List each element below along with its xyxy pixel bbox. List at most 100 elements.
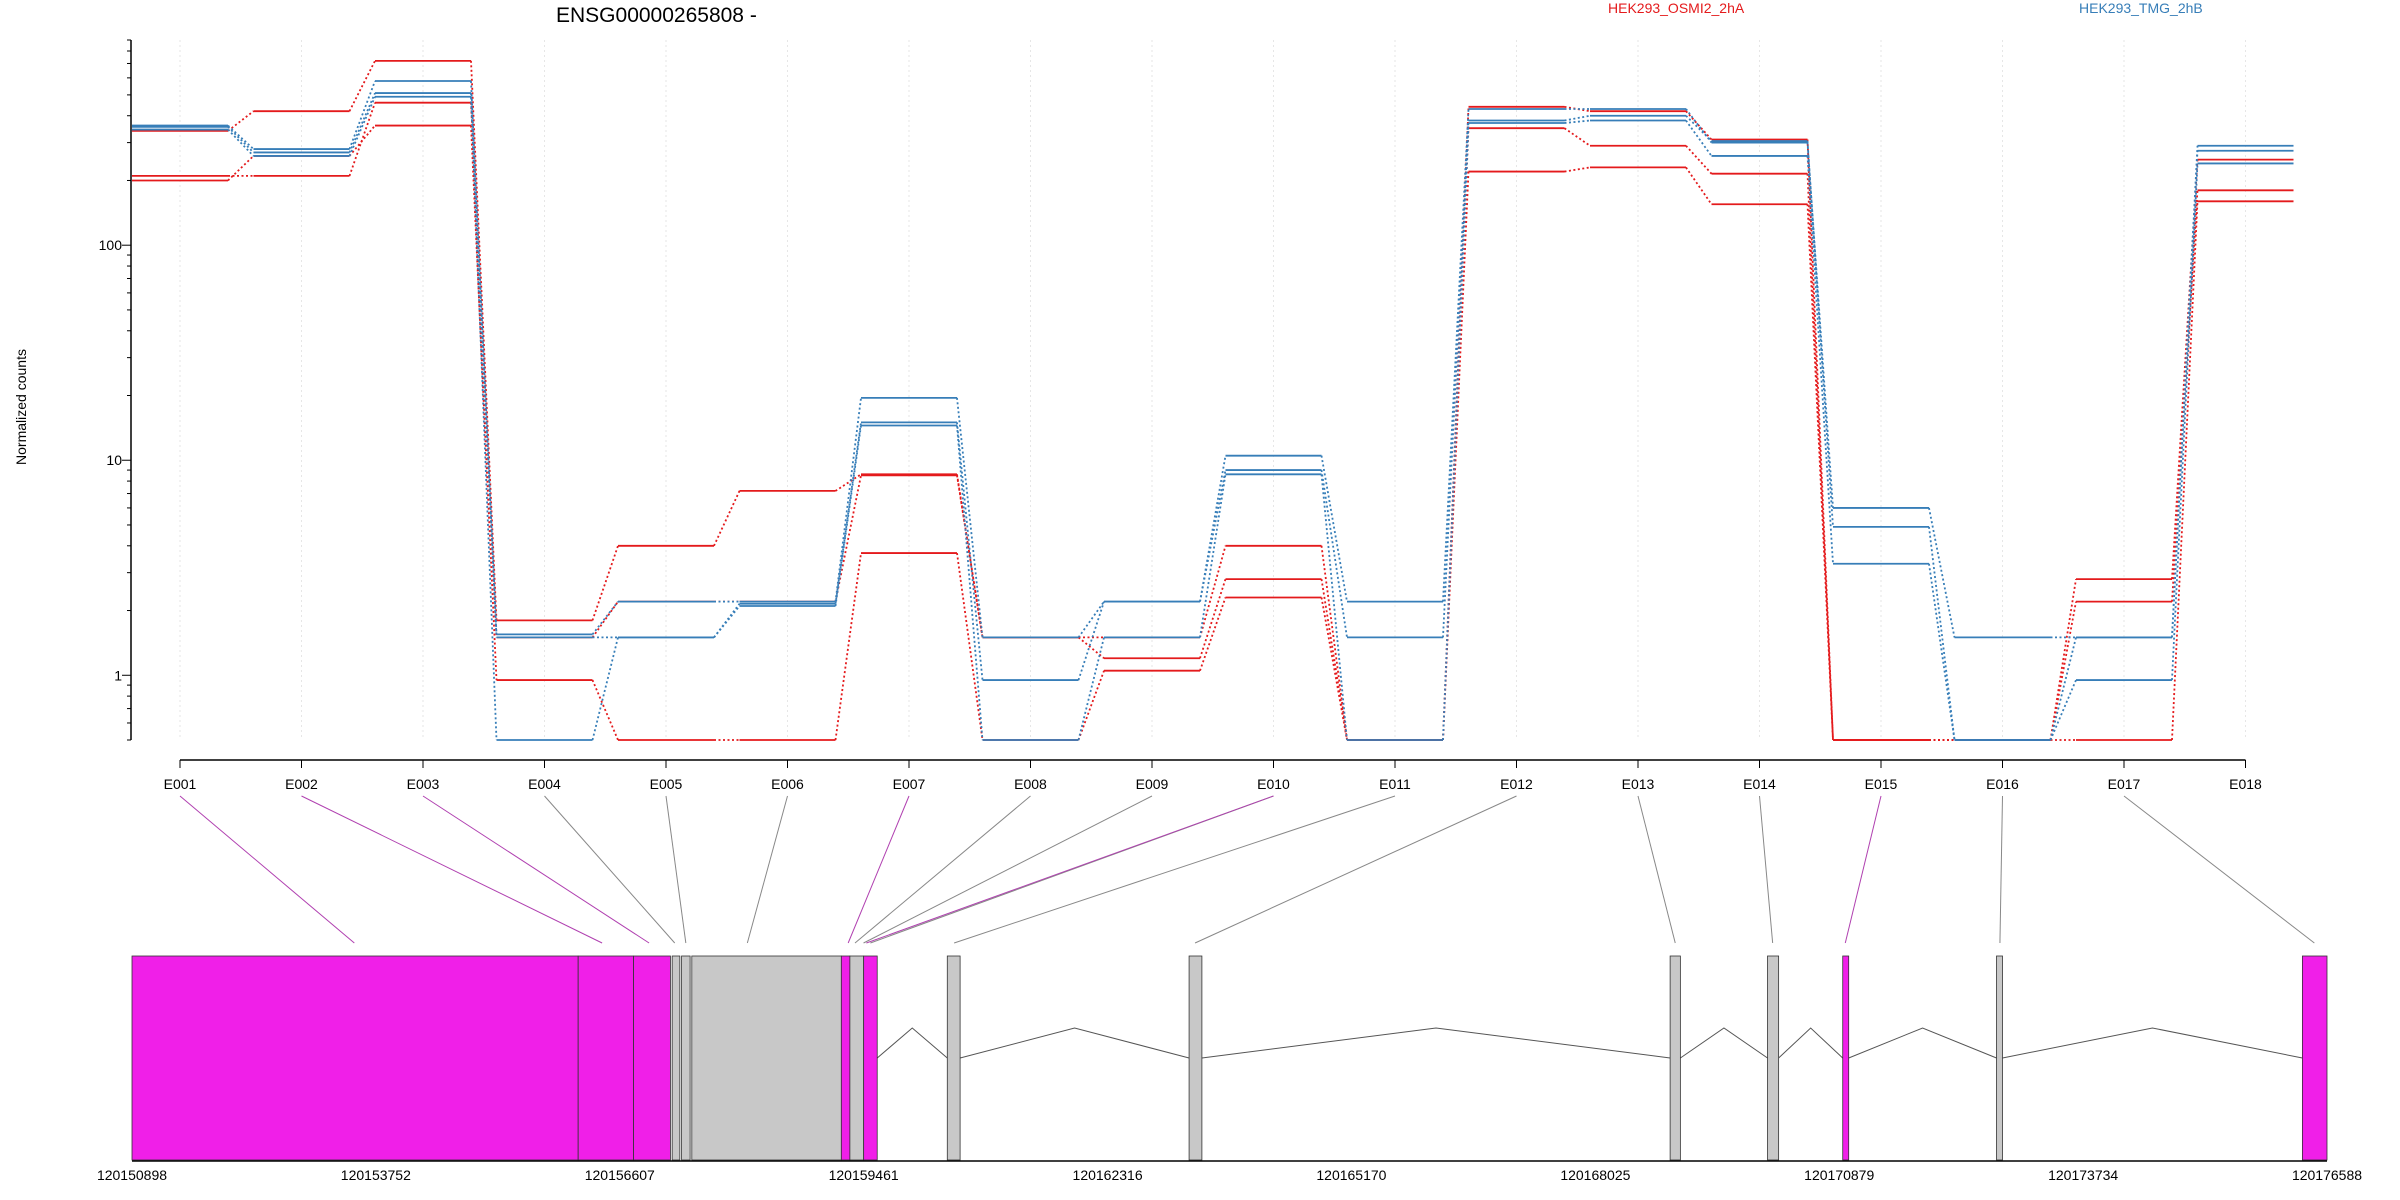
x-tick-label: E015 (1865, 776, 1898, 792)
series-connector (1320, 545, 1348, 741)
series-connector (1685, 115, 1713, 142)
series-connector (834, 475, 862, 602)
exon-block (691, 955, 842, 1161)
series-5 (132, 92, 2294, 741)
series-connector (956, 425, 984, 741)
series-connector (2171, 201, 2199, 741)
series-layer (132, 59, 2294, 741)
x-axis: E001 E002 E003 E004 E005 E006 E007 E008 E009 E010… (164, 759, 2262, 792)
series-connector (1564, 105, 1591, 113)
series-connector (834, 422, 862, 604)
series-connector (1806, 140, 1834, 527)
series-connector (1199, 545, 1227, 638)
exon-connector-E001 (179, 795, 355, 944)
series-connector (956, 397, 984, 638)
series-connector (1320, 474, 1348, 741)
series-connector (1564, 114, 1591, 122)
exon-block (633, 955, 671, 1161)
series-connector (1564, 119, 1591, 124)
series-connector (227, 110, 255, 132)
coord-tick-label: 120162316 (1073, 1167, 1143, 1183)
x-tick-label: E005 (650, 776, 683, 792)
series-connector (1077, 601, 1105, 681)
coord-tick-label: 120150898 (97, 1167, 167, 1183)
exon-connector-E009 (863, 795, 1153, 944)
series-connector (713, 490, 741, 547)
series-connector (1928, 563, 1956, 741)
y-axis-label: Normalized counts (13, 349, 29, 465)
series-connector (1199, 578, 1227, 659)
series-4 (132, 80, 2294, 639)
series-6 (132, 95, 2294, 741)
coord-tick-label: 120159461 (829, 1167, 899, 1183)
series-connector (1320, 455, 1348, 602)
series-connector (1806, 204, 1834, 741)
series-connector (1928, 507, 1956, 638)
exon-block (1996, 955, 2003, 1161)
series-connector (834, 397, 862, 602)
x-tick-label: E012 (1500, 776, 1533, 792)
series-connector (591, 545, 619, 621)
coord-tick-label: 120173734 (2048, 1167, 2118, 1183)
coord-tick-label: 120176588 (2292, 1167, 2362, 1183)
series-connector (1199, 597, 1227, 672)
series-connector (1320, 469, 1348, 638)
series-connector (1806, 139, 1834, 741)
exon-connector-E015 (1844, 795, 1882, 944)
series-connector (1685, 110, 1713, 141)
exon-block (131, 955, 579, 1161)
intron-line (2002, 1027, 2303, 1059)
series-connector (1320, 597, 1348, 741)
series-3 (132, 124, 2294, 741)
x-tick-label: E001 (164, 776, 197, 792)
x-tick-label: E010 (1257, 776, 1290, 792)
intron-line (1201, 1027, 1671, 1059)
y-axis: 1 10 100 (99, 39, 132, 741)
series-connector (2049, 601, 2077, 741)
series-connector (2171, 163, 2199, 681)
series-connector (348, 92, 376, 153)
series-connector (591, 679, 619, 741)
intron-line (1848, 1027, 1997, 1059)
exon-connector-E014 (1759, 795, 1774, 944)
series-connector (1077, 637, 1105, 741)
exon-block (1767, 955, 1780, 1161)
intron-line (959, 1027, 1190, 1059)
series-connector (227, 126, 255, 154)
series-connector (2171, 190, 2199, 602)
exon-connector-E003 (422, 795, 650, 944)
coord-tick-label: 120153752 (341, 1167, 411, 1183)
series-2 (132, 101, 2294, 741)
chart-title: ENSG00000265808 - (556, 4, 757, 27)
exon-block (849, 955, 865, 1161)
genomic-coordinate-axis: 120150898 120153752 120156607 120159461 1201… (97, 1160, 2362, 1183)
y-tick-label: 100 (99, 237, 123, 253)
exon-block (2301, 955, 2328, 1161)
coord-tick-label: 120170879 (1804, 1167, 1874, 1183)
x-tick-label: E006 (771, 776, 804, 792)
exon-connector-E004 (544, 795, 676, 944)
exon-block (577, 955, 634, 1161)
series-connector (348, 102, 376, 177)
series-connector (1685, 119, 1713, 157)
series-connector (348, 96, 376, 157)
series-connector (1442, 120, 1470, 638)
series-connector (591, 601, 619, 638)
exon-block (681, 955, 691, 1161)
x-tick-label: E008 (1014, 776, 1047, 792)
x-tick-label: E016 (1986, 776, 2019, 792)
series-connector (470, 96, 498, 741)
exon-connector-E013 (1637, 795, 1676, 944)
exon-connector-E016 (1999, 795, 2003, 944)
legend-entry-tmg: HEK293_TMG_2hB (2079, 0, 2203, 16)
exon-block (671, 955, 681, 1161)
x-tick-label: E014 (1743, 776, 1776, 792)
series-connector (227, 128, 255, 157)
exon-connector-E007 (847, 795, 910, 944)
series-connector (1199, 474, 1227, 638)
exon-block (1188, 955, 1203, 1161)
coord-tick-label: 120168025 (1560, 1167, 1630, 1183)
intron-line (1778, 1027, 1844, 1059)
x-tick-label: E017 (2108, 776, 2141, 792)
x-tick-label: E002 (285, 776, 318, 792)
